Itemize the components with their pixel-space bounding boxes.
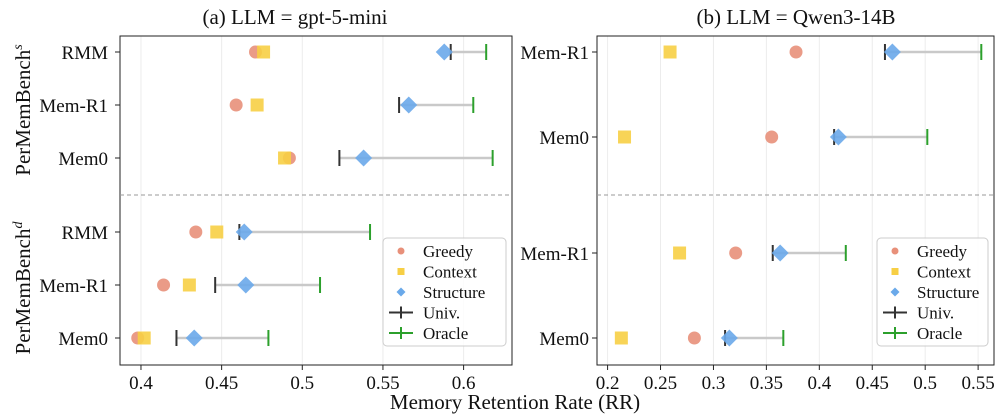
legend-greedy-marker (397, 247, 405, 255)
greedy-point (229, 98, 243, 112)
context-point (182, 278, 196, 292)
context-point (673, 246, 687, 260)
row-label: Mem0 (58, 149, 108, 170)
axes-frame (119, 35, 513, 366)
structure-point (771, 244, 789, 262)
greedy-point (765, 130, 779, 144)
x-tick-label: 0.4 (129, 373, 153, 394)
row-label-dynamic: PerMemBenchd (11, 221, 35, 355)
row-label: RMM (62, 43, 109, 64)
context-point (257, 45, 271, 59)
row-label: Mem-R1 (39, 276, 108, 297)
legend-structure-marker (396, 287, 406, 297)
legend-context-marker (397, 268, 405, 275)
legend-structure-marker (890, 287, 900, 297)
x-tick-label: 0.4 (807, 373, 831, 394)
panel-b-title: (b) LLM = Qwen3-14B (696, 5, 895, 29)
x-axis-label: Memory Retention Rate (RR) (390, 390, 640, 414)
legend-label: Context (423, 263, 477, 282)
panel-b: 0.2 0.25 0.3 0.35 0.4 0.45 0.5 0.55 Mem-R1 Mem0 Me… (520, 35, 995, 394)
context-point (618, 130, 632, 144)
greedy-point (687, 331, 701, 345)
structure-point (355, 149, 373, 167)
greedy-point (729, 246, 743, 260)
structure-point (185, 329, 203, 347)
structure-point (829, 128, 847, 146)
x-tick-label: 0.45 (856, 373, 889, 394)
row-label: Mem0 (58, 329, 108, 350)
row-label: Mem0 (539, 128, 589, 149)
greedy-point (157, 278, 171, 292)
structure-point (235, 223, 253, 241)
structure-point (435, 43, 453, 61)
x-tick-label: 0.5 (290, 373, 314, 394)
x-tick-label: 0.45 (205, 373, 238, 394)
context-point (663, 45, 677, 59)
row-label: RMM (62, 223, 109, 244)
x-tick-label: 0.35 (750, 373, 783, 394)
legend-label: Structure (423, 283, 485, 302)
structure-point (883, 43, 901, 61)
legend-greedy-marker (891, 247, 899, 255)
x-tick-label: 0.5 (913, 373, 937, 394)
legend-label: Structure (917, 283, 979, 302)
legend-label: Context (917, 263, 971, 282)
structure-point (237, 276, 255, 294)
legend-context-marker (891, 268, 899, 275)
structure-point (720, 329, 738, 347)
x-tick-label: 0.2 (596, 373, 620, 394)
structure-point (400, 96, 418, 114)
row-label: Mem0 (539, 329, 589, 350)
legend-box (876, 237, 989, 347)
context-point (250, 98, 264, 112)
greedy-point (189, 225, 203, 239)
legend-label: Univ. (917, 304, 954, 323)
x-tick-label: 0.3 (702, 373, 726, 394)
legend-box (382, 237, 507, 347)
legend-label: Univ. (423, 304, 460, 323)
legend-label: Oracle (423, 324, 468, 343)
row-label: Mem-R1 (520, 43, 589, 64)
x-tick-label: 0.55 (366, 373, 399, 394)
legend-label: Oracle (917, 324, 962, 343)
row-label-static: PerMemBenchs (11, 44, 35, 176)
row-label: Mem-R1 (520, 244, 589, 265)
panel-a-title: (a) LLM = gpt-5-mini (202, 5, 387, 29)
panel-a: 0.4 0.45 0.5 0.55 0.6 RMM Mem-R1 Mem0 RMM Mem-R1 M… (39, 35, 513, 394)
legend-label: Greedy (423, 242, 474, 261)
legend-label: Greedy (917, 242, 968, 261)
context-point (614, 331, 628, 345)
row-label: Mem-R1 (39, 96, 108, 117)
x-tick-label: 0.55 (961, 373, 994, 394)
axes-frame (596, 35, 995, 366)
context-point (137, 331, 151, 345)
context-point (278, 151, 292, 165)
x-tick-label: 0.6 (452, 373, 476, 394)
greedy-point (789, 45, 803, 59)
x-tick-label: 0.25 (644, 373, 677, 394)
context-point (210, 225, 224, 239)
